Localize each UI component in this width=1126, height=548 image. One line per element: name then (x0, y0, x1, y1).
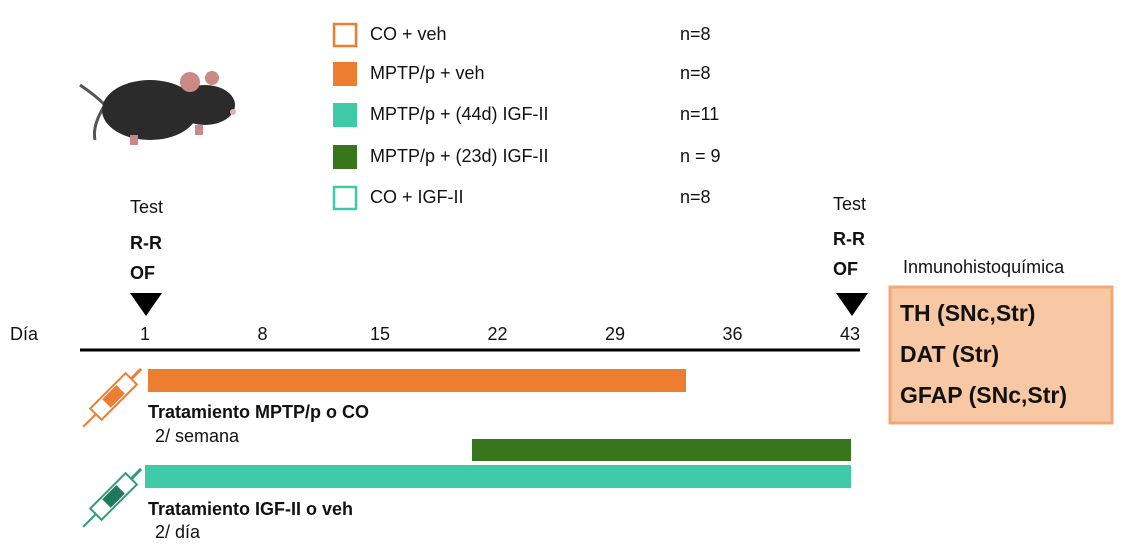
treatment-bar (148, 369, 686, 392)
marker (836, 293, 868, 316)
immuno-item: TH (SNc,Str) (900, 300, 1035, 326)
legend-swatch (334, 24, 356, 46)
legend-swatch (333, 103, 357, 127)
treatment-frequency: 2/ día (155, 522, 201, 542)
legend-n: n=8 (680, 63, 711, 83)
syringe-icon (77, 463, 146, 532)
legend-n: n=8 (680, 187, 711, 207)
day-label: 1 (140, 324, 150, 344)
day-label: 36 (722, 324, 742, 344)
diagram: CO + veh n=8 MPTP/p + veh n=8 MPTP/p + (44d)… (0, 0, 1126, 543)
immuno-item: GFAP (SNc,Str) (900, 382, 1067, 408)
marker (130, 293, 162, 316)
day-label: 29 (605, 324, 625, 344)
day-ticks: 1 8 15 22 29 36 43 (140, 324, 860, 344)
test-title: Test (833, 194, 866, 214)
legend: CO + veh n=8 MPTP/p + veh n=8 MPTP/p + (44d)… (370, 24, 721, 207)
treatment-frequency: 2/ semana (155, 426, 240, 446)
treatment-bar (472, 439, 851, 461)
treatment-title: Tratamiento MPTP/p o CO (148, 402, 369, 422)
immuno-item: DAT (Str) (900, 341, 999, 367)
legend-label: MPTP/p + (44d) IGF-II (370, 104, 549, 124)
legend-n: n = 9 (680, 146, 721, 166)
syringe-icon (77, 363, 146, 432)
legend-swatch (333, 62, 357, 86)
treatment-title: Tratamiento IGF-II o veh (148, 499, 353, 519)
timeline-label: Día (10, 324, 39, 344)
day-label: 8 (257, 324, 267, 344)
treatment-bar (145, 465, 851, 488)
test-item: OF (833, 259, 858, 279)
legend-label: CO + veh (370, 24, 447, 44)
mouse-illustration (80, 71, 236, 145)
test-item: R-R (833, 229, 865, 249)
legend-swatch (333, 145, 357, 169)
legend-n: n=11 (680, 104, 719, 124)
day-label: 15 (370, 324, 390, 344)
immuno-title: Inmunohistoquímica (903, 257, 1065, 277)
day-label: 22 (487, 324, 507, 344)
day-label: 43 (840, 324, 860, 344)
legend-n: n=8 (680, 24, 711, 44)
test-item: OF (130, 263, 155, 283)
legend-label: CO + IGF-II (370, 187, 464, 207)
legend-swatch (334, 187, 356, 209)
test-item: R-R (130, 233, 162, 253)
test-title: Test (130, 197, 163, 217)
legend-label: MPTP/p + (23d) IGF-II (370, 146, 549, 166)
legend-label: MPTP/p + veh (370, 63, 485, 83)
